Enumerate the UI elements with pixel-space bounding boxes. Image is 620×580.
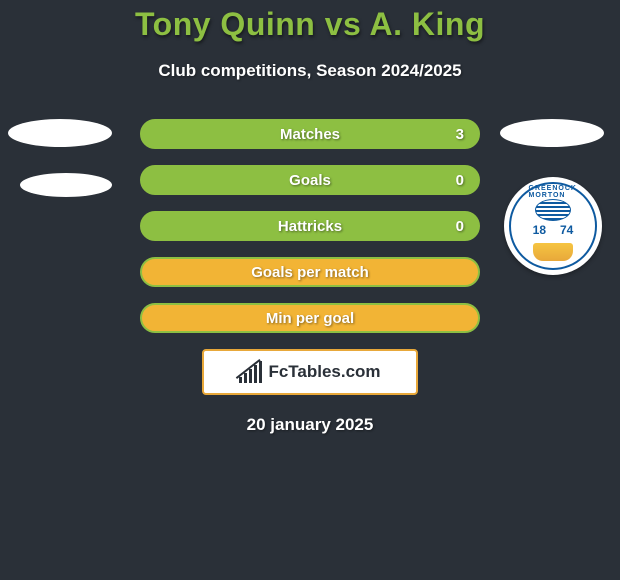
stat-bar-right-value: 0 (456, 218, 464, 235)
brand-bar-icon (254, 365, 257, 383)
club-crest: GREENOCK MORTON 18 74 (504, 177, 602, 275)
stat-bar-label: Matches (142, 126, 478, 143)
page-title: Tony Quinn vs A. King (0, 0, 620, 43)
crest-top-text: GREENOCK MORTON (529, 185, 578, 199)
brand-text: FcTables.com (268, 362, 380, 382)
stat-bar-label: Goals (142, 172, 478, 189)
crest-year: 18 74 (533, 223, 574, 237)
placeholder-ellipse-icon (20, 173, 112, 197)
brand-bar-icon (259, 361, 262, 383)
stat-bar: Hattricks0 (140, 211, 480, 241)
brand-bars-icon (239, 361, 262, 383)
brand-bar-icon (249, 369, 252, 383)
brand-logo: FcTables.com (239, 361, 380, 383)
chart-date: 20 january 2025 (0, 415, 620, 435)
stat-bar: Goals0 (140, 165, 480, 195)
stat-bar: Goals per match (140, 257, 480, 287)
brand-bar-icon (244, 373, 247, 383)
stat-bar-label: Min per goal (142, 310, 478, 327)
left-player-badges (8, 119, 118, 223)
page-subtitle: Club competitions, Season 2024/2025 (0, 61, 620, 81)
comparison-stage: GREENOCK MORTON 18 74 Matches3Goals0Hatt… (0, 119, 620, 333)
stat-bar-right-value: 3 (456, 126, 464, 143)
placeholder-ellipse-icon (500, 119, 604, 147)
crest-ship-icon (533, 243, 573, 261)
placeholder-ellipse-icon (8, 119, 112, 147)
brand-bar-icon (239, 377, 242, 383)
right-player-badges: GREENOCK MORTON 18 74 (500, 119, 610, 275)
comparison-bars: Matches3Goals0Hattricks0Goals per matchM… (140, 119, 480, 333)
crest-year-right: 74 (560, 223, 573, 237)
stat-bar: Matches3 (140, 119, 480, 149)
stat-bar-label: Hattricks (142, 218, 478, 235)
stat-bar: Min per goal (140, 303, 480, 333)
crest-year-left: 18 (533, 223, 546, 237)
stat-bar-label: Goals per match (142, 264, 478, 281)
brand-badge: FcTables.com (202, 349, 418, 395)
crest-ball-icon (535, 199, 571, 221)
stat-bar-right-value: 0 (456, 172, 464, 189)
